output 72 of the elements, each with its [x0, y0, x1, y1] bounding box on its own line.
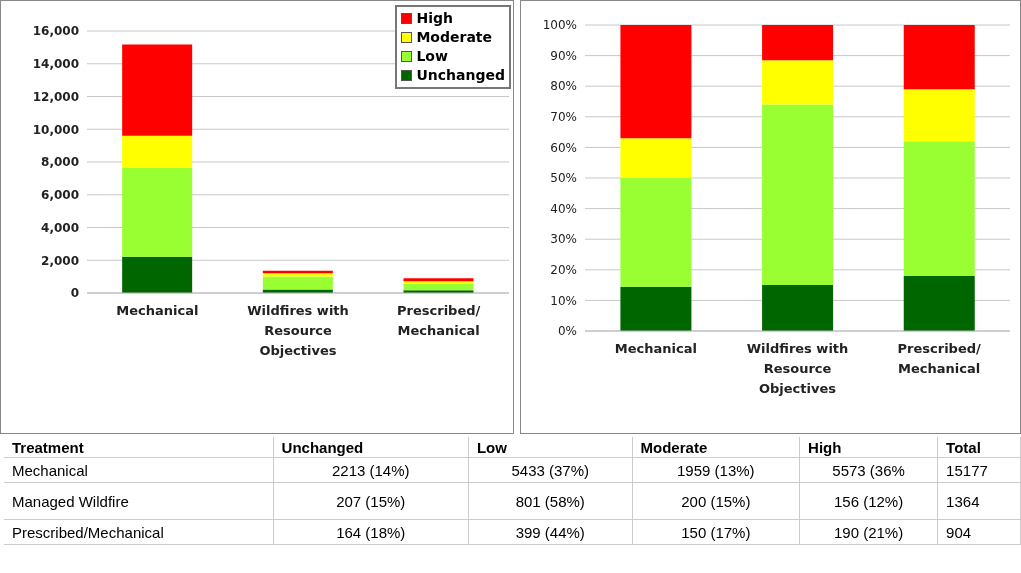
- legend-label: High: [416, 9, 453, 28]
- y-tick-label: 60%: [550, 140, 577, 155]
- bar: [620, 138, 692, 178]
- text: 801 (58%): [515, 492, 585, 510]
- bar: [122, 256, 193, 293]
- bar: [903, 89, 975, 142]
- bar: [762, 104, 834, 286]
- bar: [122, 135, 193, 168]
- y-tick-label: 100%: [542, 18, 577, 33]
- text: Moderate: [640, 438, 708, 456]
- text: 5433 (37%): [511, 461, 590, 479]
- legend-label: Low: [416, 47, 448, 66]
- y-tick-label: 8,000: [41, 155, 79, 170]
- y-tick-label: 4,000: [41, 220, 79, 235]
- y-tick-label: 14,000: [32, 57, 79, 72]
- bar: [122, 44, 193, 136]
- y-tick-label: 0%: [557, 324, 577, 339]
- text: 399 (44%): [515, 523, 585, 541]
- text: 1364: [946, 492, 980, 510]
- x-tick-label: Wildfires with Resource Objectives: [247, 303, 349, 358]
- bar: [903, 275, 975, 331]
- text: 207 (15%): [336, 492, 406, 510]
- text: 2213 (14%): [331, 461, 410, 479]
- text: 200 (15%): [681, 492, 751, 510]
- text: 5573 (36%: [832, 461, 905, 479]
- text: 190 (21%): [833, 523, 904, 541]
- y-tick-label: 0: [70, 286, 79, 301]
- bar: [620, 178, 692, 287]
- bar: [903, 25, 975, 90]
- bar: [762, 60, 834, 105]
- bar: [122, 167, 193, 257]
- y-tick-label: 70%: [550, 110, 577, 125]
- category-label: Mechanical: [4, 457, 274, 483]
- bar: [903, 141, 975, 276]
- y-tick-label: 12,000: [32, 89, 79, 104]
- text: 904: [946, 523, 972, 541]
- text: 156 (12%): [833, 492, 904, 510]
- y-tick-label: 10%: [550, 293, 577, 308]
- bar: [762, 285, 834, 331]
- bar: [620, 25, 692, 139]
- y-tick-label: 30%: [550, 232, 577, 247]
- legend-label: Unchanged: [416, 66, 505, 85]
- category-label: Managed Wildfire: [4, 482, 274, 520]
- text: Unchanged: [281, 438, 364, 456]
- x-tick-label: Prescribed/ Mechanical: [897, 341, 982, 376]
- text: 1959 (13%): [677, 461, 755, 479]
- bar: [262, 276, 333, 290]
- text: Treatment: [4, 437, 274, 458]
- category-label: Prescribed/Mechanical: [4, 519, 274, 545]
- y-tick-label: 10,000: [32, 122, 79, 137]
- y-tick-label: 50%: [550, 171, 577, 186]
- x-tick-label: Wildfires with Resource Objectives: [746, 341, 849, 396]
- bar: [762, 25, 834, 61]
- legend-label: Moderate: [416, 28, 493, 47]
- text: 164 (18%): [336, 523, 406, 541]
- y-tick-label: 16,000: [32, 24, 79, 39]
- x-tick-label: Prescribed/ Mechanical: [397, 303, 481, 338]
- y-tick-label: 80%: [550, 79, 577, 94]
- y-tick-label: 2,000: [41, 253, 79, 268]
- text: 150 (17%): [681, 523, 751, 541]
- y-tick-label: 90%: [550, 48, 577, 63]
- x-tick-label: Mechanical: [116, 303, 199, 318]
- text: High: [808, 438, 842, 456]
- text: Total: [937, 437, 1021, 458]
- y-tick-label: 40%: [550, 201, 577, 216]
- x-tick-label: Mechanical: [614, 341, 697, 356]
- bar: [620, 286, 692, 331]
- y-tick-label: 20%: [550, 263, 577, 278]
- text: 15177: [946, 461, 988, 479]
- y-tick-label: 6,000: [41, 188, 79, 203]
- bar: [403, 283, 474, 291]
- text: Low: [476, 438, 507, 456]
